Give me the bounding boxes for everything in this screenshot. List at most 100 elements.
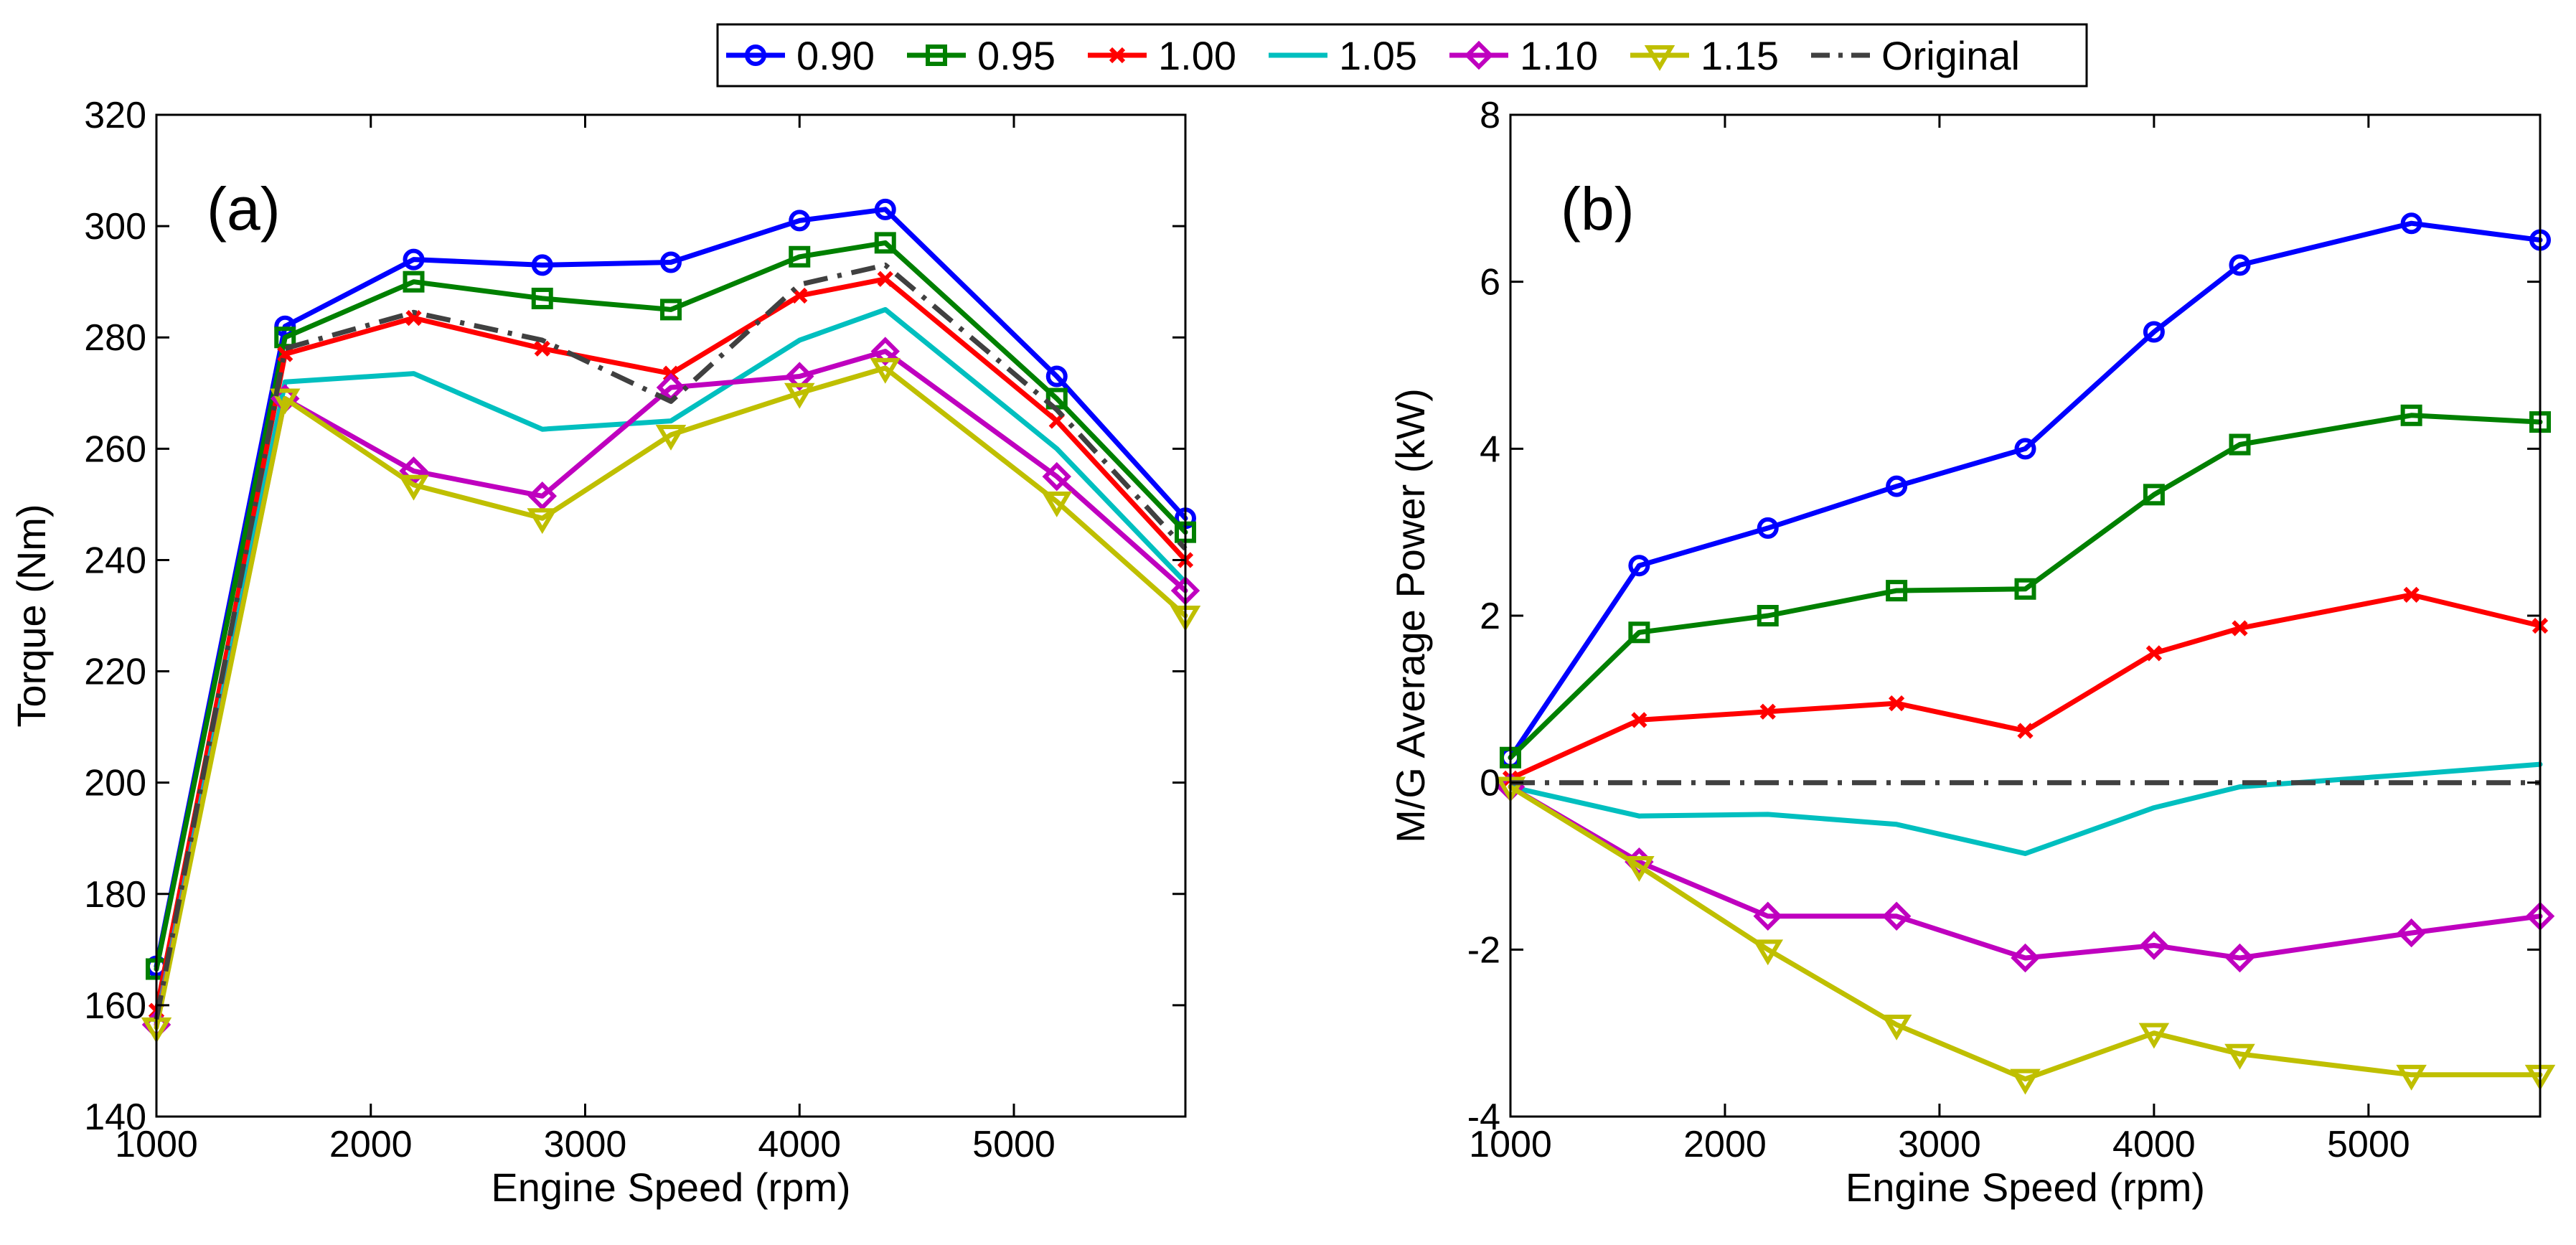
y-axis-label: M/G Average Power (kW) [1388,388,1433,843]
data-point-0-95 [660,299,682,321]
data-point-0-90 [874,198,896,220]
series-original [154,262,1188,1020]
y-tick-label: 160 [84,985,146,1027]
data-point-1-00 [1631,712,1647,728]
data-point-1-00 [534,340,550,357]
y-tick-label: 320 [84,95,146,136]
data-point-1-10 [785,362,814,391]
y-tick-label: 240 [84,540,146,581]
data-point-1-15 [398,474,429,501]
data-point-0-90 [789,210,811,232]
x-axis-label: Engine Speed (rpm) [1846,1165,2205,1210]
data-point-0-90 [531,254,553,276]
data-point-1-10 [1042,461,1071,492]
chart-panel-a: 1000 2000 3000 4000 5000 140 160 180 200 220 240 26… [9,95,1201,1210]
y-tick-label: 0 [1480,763,1500,804]
series-line-0-95 [1508,413,2543,761]
data-point-1-15 [2010,1068,2041,1095]
data-point-1-15 [269,388,301,415]
legend-label: 1.00 [1158,33,1236,78]
data-point-1-10 [2397,918,2426,948]
data-point-0-90 [2143,321,2165,343]
data-point-0-95 [789,245,811,268]
series-line-1-15 [1508,784,2543,1082]
data-point-0-95 [531,287,553,309]
plot-frame [1509,113,2542,1118]
data-point-0-95 [1628,621,1650,644]
series-line-1-15 [154,365,1188,1030]
chart-panel-b: 1000 2000 3000 4000 5000 -4 -2 0 2 4 6 8 Engine Spee… [1388,95,2556,1210]
series-line-1-10 [154,349,1188,1028]
x-axis-label: Engine Speed (rpm) [491,1165,850,1210]
data-point-0-90 [2400,212,2422,235]
series-line-original [154,262,1188,1020]
legend-label: 1.10 [1520,33,1598,78]
x-tick-label: 2000 [1683,1124,1767,1165]
data-point-1-10 [527,481,557,511]
data-point-1-10 [2139,931,2169,960]
legend-entry-1-15: 1.15 [1630,33,1779,78]
data-point-1-15 [2396,1064,2427,1091]
y-tick-label: -4 [1467,1096,1500,1138]
panel-label: (a) [207,175,281,243]
x-tick-label: 3000 [544,1124,627,1165]
x-tick-label: 5000 [972,1124,1056,1165]
legend-entry-0-95: 0.95 [907,33,1056,78]
legend-entry-1-00: 1.00 [1088,33,1236,78]
y-tick-label: -2 [1467,929,1500,971]
series-line-1-10 [1508,784,2543,961]
data-point-1-10 [1881,901,1912,931]
series-1-05 [1508,761,2543,856]
legend-label: 0.90 [796,33,875,78]
legend-marker [926,44,947,66]
x-tick-label: 3000 [1898,1124,1981,1165]
plot-frame [155,113,1187,1118]
data-point-1-15 [1752,939,1784,966]
x-tick-label: 5000 [2327,1124,2410,1165]
y-axis-label: Torque (Nm) [9,504,54,727]
series-line-0-90 [154,207,1188,969]
data-point-1-15 [2138,1023,2170,1049]
data-point-0-90 [403,248,425,271]
data-point-1-15 [655,424,687,451]
legend-entry-1-10: 1.10 [1449,33,1598,78]
series-line-1-00 [1508,592,2543,781]
x-tick-label: 1000 [115,1124,198,1165]
x-tick-label: 1000 [1469,1124,1552,1165]
data-point-1-10 [870,337,900,366]
legend-marker [1464,40,1494,70]
y-tick-label: 2 [1480,596,1500,637]
data-point-0-90 [1886,475,1908,497]
series-1-00 [1502,586,2549,786]
series-line-1-05 [1508,761,2543,856]
y-tick-label: 200 [84,763,146,804]
legend-marker [1109,47,1126,64]
data-point-0-90 [1628,555,1650,577]
legend-label: 0.95 [977,33,1056,78]
data-point-1-15 [1624,856,1655,882]
y-tick-label: 4 [1480,428,1500,470]
x-tick-label: 4000 [2112,1124,2196,1165]
data-point-1-00 [2145,645,2163,662]
data-point-1-15 [1881,1015,1912,1040]
data-point-1-15 [2224,1043,2255,1070]
data-point-1-15 [1041,492,1073,517]
y-tick-label: 280 [84,317,146,359]
legend-entry-original: Original [1811,33,2020,78]
data-point-1-00 [1759,703,1776,720]
data-point-1-00 [405,309,422,326]
series-line-1-05 [154,306,1188,1025]
legend-label: 1.15 [1701,33,1779,78]
series-line-0-95 [154,240,1188,972]
data-point-0-95 [2014,578,2036,600]
y-tick-label: 180 [84,874,146,916]
data-point-1-10 [2011,943,2040,973]
x-tick-label: 2000 [329,1124,413,1165]
legend-marker [745,44,766,66]
data-point-1-00 [2017,723,2034,739]
data-point-1-10 [1753,901,1782,931]
data-point-0-95 [1757,605,1779,626]
y-tick-label: 140 [84,1096,146,1138]
data-point-1-15 [870,357,901,384]
